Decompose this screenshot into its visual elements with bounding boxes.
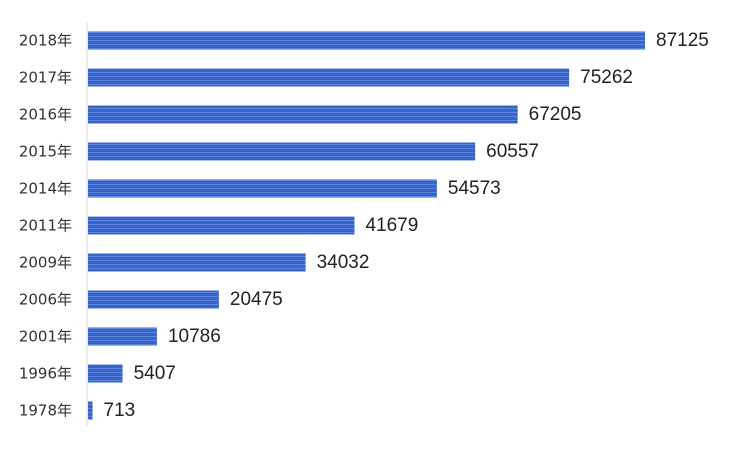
- bar-1978年: [88, 401, 93, 420]
- value-label: 713: [104, 400, 136, 421]
- value-labels: 87125 75262 67205 60557 54573 41679 34032 20475…: [104, 30, 709, 421]
- value-label: 67205: [529, 104, 582, 125]
- bar-1996年: [88, 364, 123, 383]
- bar-group: [88, 31, 645, 420]
- bar-2016年: [88, 105, 518, 124]
- category-label: 2006年: [19, 291, 72, 309]
- category-label: 2011年: [19, 217, 72, 235]
- category-label: 2014年: [19, 180, 72, 198]
- value-label: 10786: [168, 326, 221, 347]
- bar-2011年: [88, 216, 355, 235]
- bar-2001年: [88, 327, 157, 346]
- bar-2009年: [88, 253, 306, 272]
- category-label: 1996年: [19, 365, 72, 383]
- bar-2018年: [88, 31, 645, 50]
- category-label: 2016年: [19, 106, 72, 124]
- bar-2017年: [88, 68, 570, 87]
- category-label: 1978年: [19, 402, 72, 420]
- bar-2014年: [88, 179, 437, 198]
- category-label: 2009年: [19, 254, 72, 272]
- bar-2006年: [88, 290, 219, 309]
- value-label: 75262: [580, 67, 633, 88]
- category-label: 2018年: [19, 32, 72, 50]
- value-label: 5407: [134, 363, 176, 384]
- category-label: 2001年: [19, 328, 72, 346]
- value-label: 41679: [365, 215, 418, 236]
- value-label: 87125: [656, 30, 709, 51]
- category-labels: 2018年 2017年 2016年 2015年 2014年 2011年 2009年 2006年…: [19, 32, 72, 420]
- value-label: 34032: [317, 252, 370, 273]
- value-label: 20475: [230, 289, 283, 310]
- bar-2015年: [88, 142, 476, 161]
- value-label: 60557: [486, 141, 539, 162]
- category-label: 2015年: [19, 143, 72, 161]
- category-label: 2017年: [19, 69, 72, 87]
- value-label: 54573: [448, 178, 501, 199]
